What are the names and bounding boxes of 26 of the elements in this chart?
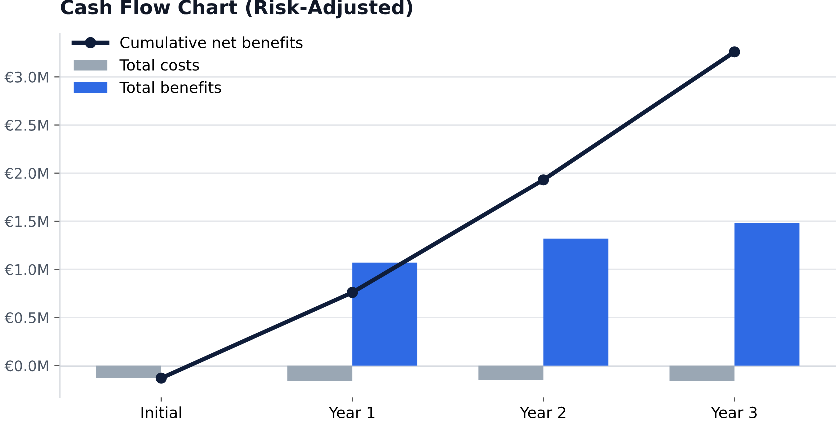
y-tick-label: €3.0M	[4, 72, 48, 83]
y-tick-label: €2.5M	[4, 120, 48, 132]
bar	[670, 366, 735, 382]
x-tick-label: Year 1	[329, 407, 375, 418]
legend-label: Cumulative net benefits	[120, 36, 303, 49]
point	[346, 287, 358, 298]
bar	[352, 262, 418, 366]
point	[729, 46, 740, 58]
bar	[288, 366, 353, 382]
point	[538, 174, 550, 186]
bar	[96, 366, 162, 378]
legend-label: Total costs	[120, 59, 200, 71]
point	[156, 372, 168, 384]
y-tick-label: €0.5M	[4, 312, 48, 324]
x-tick-label: Initial	[142, 406, 182, 418]
legend-label: Total benefits	[120, 82, 222, 94]
bar	[478, 366, 544, 380]
x-tick-label: Year 2	[520, 406, 566, 418]
bar	[734, 223, 800, 366]
y-tick-label: €0.0M	[4, 360, 48, 372]
y-tick-label: €1.5M	[4, 216, 48, 228]
bar	[544, 238, 609, 366]
chart-title: Cash Flow Chart (Risk-Adjusted)	[61, 0, 412, 19]
x-tick-label: Year 3	[711, 406, 757, 418]
y-tick-label: €2.0M	[4, 168, 48, 180]
y-tick-label: €1.0M	[4, 264, 48, 276]
